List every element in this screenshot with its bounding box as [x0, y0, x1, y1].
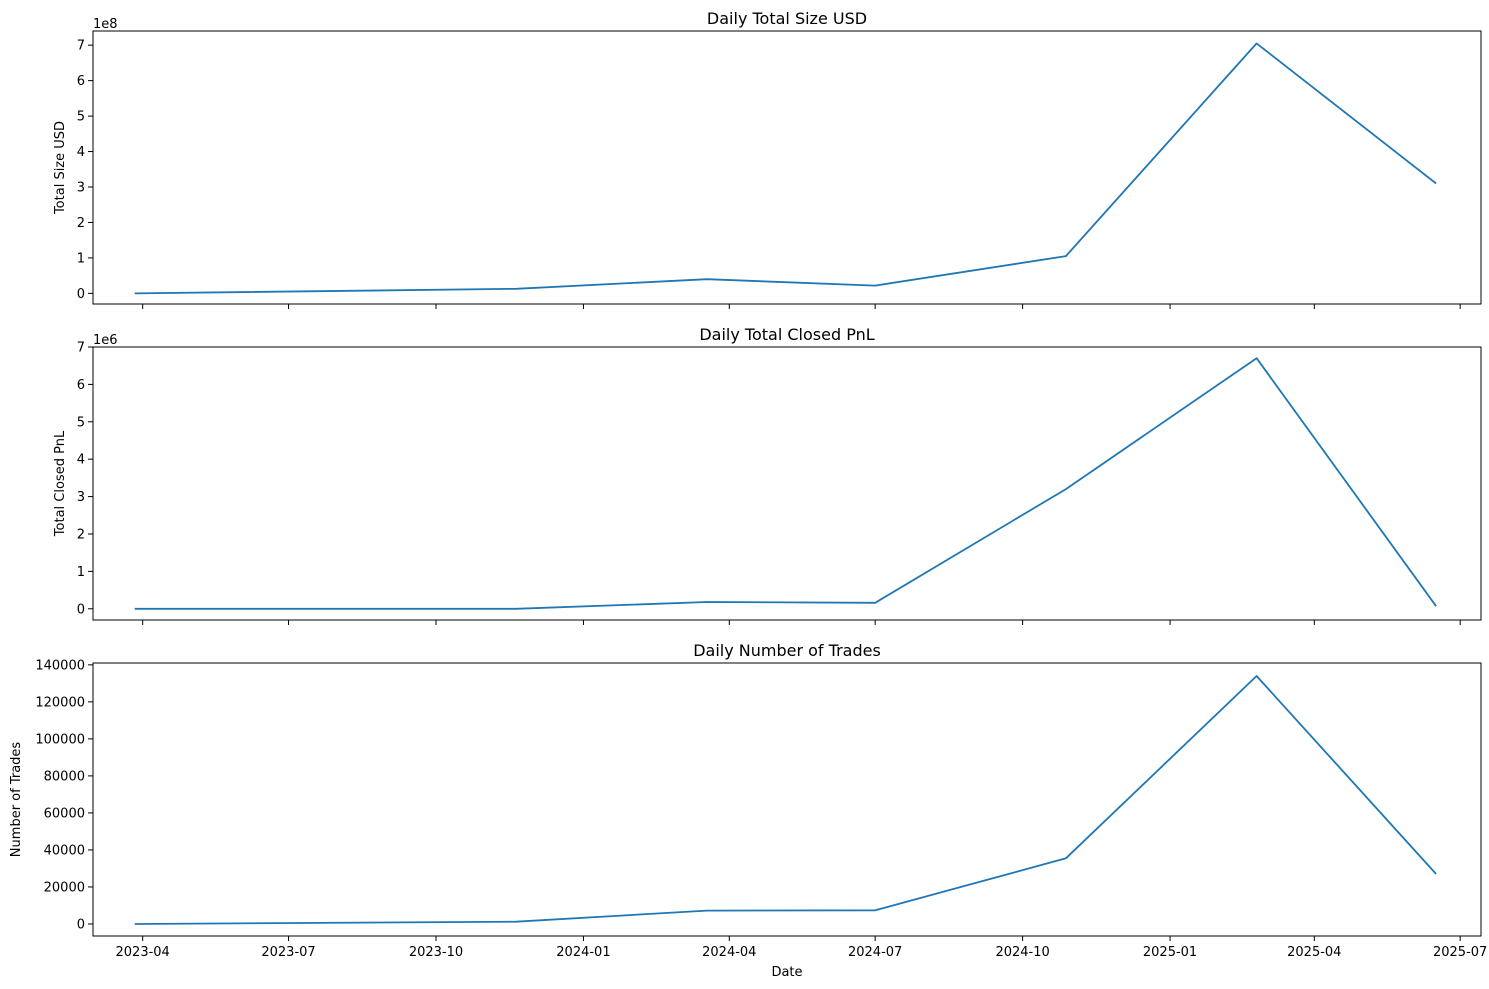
- x-tick-label: 2023-07: [261, 945, 315, 960]
- y-tick-label: 6: [77, 74, 85, 89]
- chart-title: Daily Number of Trades: [693, 641, 881, 660]
- y-tick-label: 1: [77, 251, 85, 266]
- x-tick-label: 2024-10: [995, 945, 1049, 960]
- y-tick-label: 1: [77, 565, 85, 580]
- y-tick-label: 0: [77, 287, 85, 302]
- x-tick-label: 2025-01: [1143, 945, 1197, 960]
- chart-title: Daily Total Size USD: [707, 9, 867, 28]
- x-tick-label: 2024-01: [556, 945, 610, 960]
- y-tick-label: 7: [77, 39, 85, 54]
- x-tick-label: 2024-04: [702, 945, 756, 960]
- y-tick-label: 7: [77, 341, 85, 356]
- plot-frame: [92, 662, 1482, 937]
- y-tick-label: 5: [77, 415, 85, 430]
- y-tick-label: 4: [77, 145, 85, 160]
- series-line: [134, 357, 1437, 610]
- y-tick-label: 80000: [44, 769, 85, 784]
- y-tick-label: 0: [77, 917, 85, 932]
- y-multiplier-label: 1e8: [93, 17, 118, 32]
- plot-frame: [92, 30, 1482, 305]
- y-tick-label: 5: [77, 110, 85, 125]
- y-tick-label: 0: [77, 602, 85, 617]
- y-tick-label: 120000: [35, 695, 85, 710]
- plot-frame: [92, 346, 1482, 621]
- y-tick-label: 2: [77, 216, 85, 231]
- y-tick-label: 100000: [35, 732, 85, 747]
- y-tick-label: 2: [77, 527, 85, 542]
- x-tick-label: 2025-04: [1287, 945, 1341, 960]
- y-axis-label: Total Closed PnL: [53, 430, 68, 537]
- x-axis-label: Date: [771, 965, 802, 980]
- series-line: [134, 42, 1437, 295]
- y-tick-label: 20000: [44, 880, 85, 895]
- y-tick-label: 3: [77, 181, 85, 196]
- y-tick-label: 60000: [44, 806, 85, 821]
- series-line: [134, 675, 1437, 925]
- y-multiplier-label: 1e6: [93, 333, 118, 348]
- x-tick-label: 2024-07: [848, 945, 902, 960]
- y-axis-label: Number of Trades: [9, 742, 24, 858]
- y-tick-label: 6: [77, 378, 85, 393]
- y-tick-label: 4: [77, 453, 85, 468]
- chart-title: Daily Total Closed PnL: [699, 325, 874, 344]
- x-tick-label: 2023-10: [409, 945, 463, 960]
- y-axis-label: Total Size USD: [53, 121, 68, 215]
- x-tick-label: 2023-04: [116, 945, 170, 960]
- y-tick-label: 140000: [35, 658, 85, 673]
- y-tick-label: 3: [77, 490, 85, 505]
- y-tick-label: 40000: [44, 843, 85, 858]
- x-tick-label: 2025-07: [1433, 945, 1487, 960]
